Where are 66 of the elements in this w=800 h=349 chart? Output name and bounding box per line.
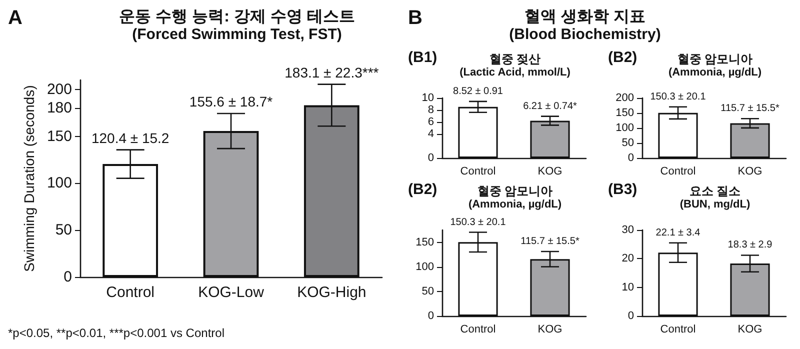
chart-subtitle: (Lactic Acid, mmol/L)	[460, 66, 571, 78]
chart-subtitle: (BUN, mg/dL)	[680, 198, 750, 210]
y-tick-label: 0	[64, 268, 72, 286]
data-label: 115.7 ± 15.5*	[520, 236, 580, 248]
y-tick-label: 150	[416, 236, 434, 248]
x-tick-label: Control	[460, 166, 496, 178]
x-tick-label: KOG	[738, 324, 762, 336]
text: A	[8, 7, 22, 29]
y-tick-label: 150	[46, 128, 72, 145]
y-tick-label: 4	[428, 128, 434, 140]
x-tick-label: KOG-Low	[198, 284, 264, 301]
y-tick-label: 20	[622, 252, 634, 265]
chart-title: 요소 질소	[689, 184, 741, 198]
y-tick-label: 10	[622, 281, 634, 294]
data-label: 183.1 ± 22.3***	[284, 64, 380, 80]
text: (B2)	[408, 181, 438, 198]
data-label: 155.6 ± 18.7*	[189, 93, 274, 110]
y-tick-label: 0	[628, 310, 634, 322]
y-tick-label: 50	[55, 222, 72, 239]
data-label: 120.4 ± 15.2	[91, 130, 170, 146]
data-label: 8.52 ± 0.91	[453, 86, 504, 97]
y-tick-label: 0	[428, 310, 434, 322]
text: B	[408, 7, 422, 29]
y-tick-label: 100	[416, 260, 434, 273]
chart-subtitle: (Forced Swimming Test, FST)	[132, 26, 342, 43]
y-axis-title: Swimming Duration (seconds)	[21, 85, 37, 272]
text: (Blood Biochemistry)	[509, 26, 661, 43]
chart-title: 운동 수행 능력: 강제 수영 테스트	[119, 8, 355, 26]
y-tick-label: 50	[422, 285, 434, 298]
text: 혈액 생화학 지표	[524, 8, 646, 26]
y-tick-label: 6	[428, 116, 434, 128]
y-tick-label: 180	[46, 100, 72, 117]
x-tick-label: Control	[660, 166, 696, 178]
x-tick-label: Control	[660, 324, 696, 336]
x-tick-label: KOG	[738, 166, 762, 178]
text: (B3)	[608, 181, 638, 198]
data-label: 150.3 ± 20.1	[650, 91, 706, 102]
x-tick-label: Control	[106, 284, 155, 301]
y-tick-label: 50	[622, 137, 634, 149]
chart-title: 혈중 암모니아	[677, 52, 753, 66]
data-label: 6.21 ± 0.74*	[523, 100, 578, 112]
text: (B2)	[608, 49, 638, 66]
data-label: 22.1 ± 3.4	[656, 227, 701, 238]
y-tick-label: 10	[422, 92, 434, 104]
chart-subtitle: (Ammonia, µg/dL)	[668, 66, 762, 78]
chart-subtitle: (Ammonia, µg/dL)	[468, 198, 562, 210]
x-tick-label: KOG	[538, 166, 562, 178]
y-tick-label: 30	[622, 224, 634, 236]
y-tick-label: 100	[46, 174, 72, 192]
data-label: 115.7 ± 15.5*	[720, 103, 780, 114]
y-tick-label: 200	[616, 92, 634, 104]
y-tick-label: 8	[428, 104, 434, 116]
data-label: 150.3 ± 20.1	[450, 216, 506, 228]
y-tick-label: 200	[46, 80, 72, 98]
x-tick-label: KOG	[538, 324, 562, 336]
text: *p<0.05, **p<0.01, ***p<0.001 vs Control	[8, 326, 224, 340]
y-tick-label: 0	[628, 152, 634, 164]
chart-title: 혈중 암모니아	[477, 184, 553, 198]
x-tick-label: KOG-High	[297, 284, 366, 301]
chart-title: 혈중 젖산	[489, 52, 541, 66]
y-tick-label: 100	[616, 122, 634, 134]
y-tick-label: 0	[428, 152, 434, 164]
data-label: 18.3 ± 2.9	[728, 240, 773, 251]
x-tick-label: Control	[460, 324, 496, 336]
text: (B1)	[408, 49, 438, 66]
y-tick-label: 150	[616, 107, 634, 119]
